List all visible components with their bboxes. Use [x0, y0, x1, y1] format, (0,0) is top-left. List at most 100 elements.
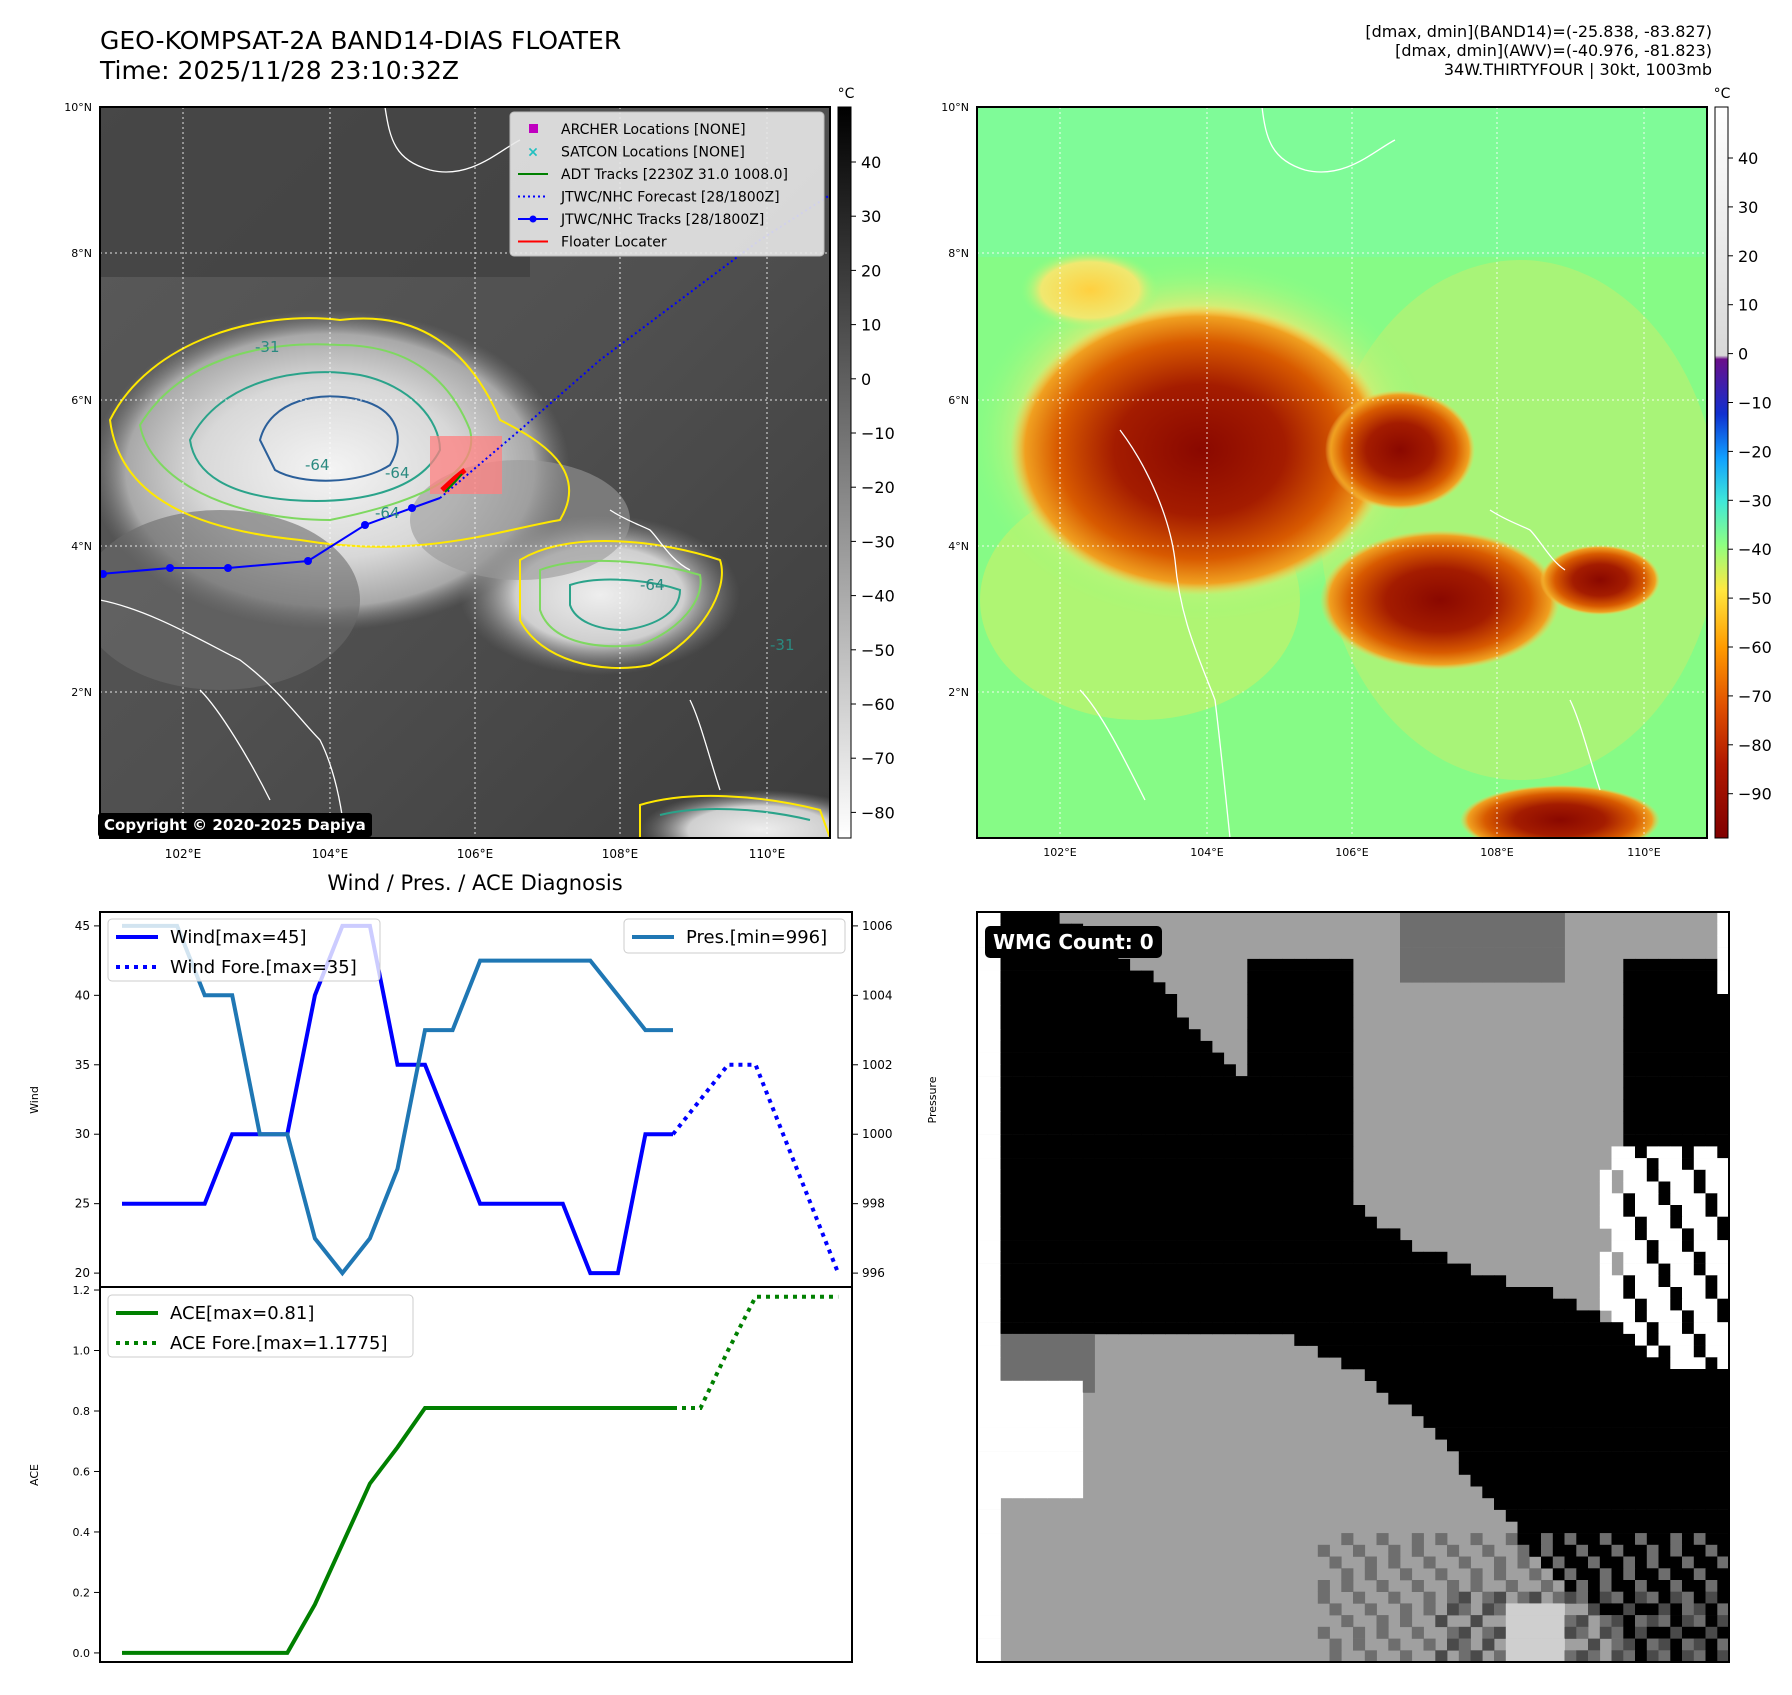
wmg-cell: [1012, 1228, 1025, 1241]
wmg-cell: [1341, 1251, 1354, 1264]
colorbar-tick-label: −80: [861, 803, 895, 822]
wmg-cell: [1717, 982, 1730, 995]
wmg-cell: [1235, 1146, 1248, 1159]
wmg-cell: [1012, 1298, 1025, 1311]
wmg-cell: [1552, 1415, 1565, 1428]
wmg-cell: [1071, 1486, 1084, 1499]
wmg-cell: [1670, 1040, 1683, 1053]
wmg-cell: [1082, 1158, 1095, 1171]
wmg-cell: [1212, 1193, 1225, 1206]
wmg-cell: [988, 1298, 1001, 1311]
wmg-cell: [1447, 947, 1460, 960]
wmg-cell: [1682, 1615, 1695, 1628]
wmg-cell: [1282, 970, 1295, 983]
wmg-cell: [1693, 1486, 1706, 1499]
wmg-cell: [1294, 1216, 1307, 1229]
wmg-cell: [1082, 1345, 1095, 1358]
colorbar-tick-label: −30: [1738, 491, 1772, 510]
wmg-cell: [977, 1580, 990, 1592]
wmg-cell: [1317, 1216, 1330, 1229]
wmg-cell: [1447, 935, 1460, 948]
wmg-cell: [1599, 1357, 1612, 1370]
wmg-cell: [1646, 1017, 1659, 1030]
wmg-cell: [1024, 1064, 1037, 1077]
wmg-cell: [1541, 970, 1554, 983]
wmg-cell: [1012, 1263, 1025, 1276]
wmg-cell: [1635, 1591, 1648, 1604]
wmg-cell: [1012, 1333, 1025, 1346]
wmg-cell: [1423, 1287, 1436, 1299]
wmg-cell: [977, 1380, 990, 1393]
wmg-cell: [1000, 1345, 1013, 1358]
wmg-cell: [1024, 994, 1037, 1006]
wmg-cell: [1106, 1287, 1119, 1299]
wmg-cell: [1106, 958, 1119, 971]
wmg-cell: [1411, 1333, 1424, 1346]
wmg-cell: [1670, 1603, 1683, 1616]
wmg-cell: [1705, 1205, 1718, 1217]
wmg-cell: [1646, 1205, 1659, 1217]
wmg-cell: [1059, 1193, 1072, 1206]
wmg-cell: [1435, 1533, 1448, 1546]
wmg-cell: [1188, 1029, 1201, 1042]
wmg-cell: [1047, 994, 1060, 1006]
wmg-cell: [1646, 1556, 1659, 1569]
wmg-cell: [1705, 1415, 1718, 1428]
wmg-cell: [1012, 1146, 1025, 1159]
wmg-cell: [1564, 1298, 1577, 1311]
wmg-cell: [988, 1122, 1001, 1135]
wmg-cell: [1717, 1052, 1730, 1065]
wmg-cell: [1599, 1474, 1612, 1487]
wmg-cell: [988, 1111, 1001, 1124]
wmg-cell: [1035, 1333, 1048, 1346]
wmg-cell: [1247, 1228, 1260, 1241]
wmg-cell: [1294, 1263, 1307, 1276]
wmg-cell: [1623, 1298, 1636, 1311]
wmg-cell: [1259, 1275, 1272, 1288]
wmg-cell: [1012, 1216, 1025, 1229]
wmg-cell: [1012, 1005, 1025, 1018]
wmg-cell: [1693, 994, 1706, 1006]
wmg-cell: [1317, 1580, 1330, 1592]
wmg-cell: [1106, 1017, 1119, 1030]
wmg-cell: [1447, 923, 1460, 936]
wmg-cell: [1611, 1568, 1624, 1581]
wmg-cell: [1552, 1333, 1565, 1346]
wmg-cell: [1599, 1322, 1612, 1335]
wmg-cell: [1364, 1310, 1377, 1323]
wmg-cell: [1482, 1275, 1495, 1288]
wmg-cell: [1329, 1134, 1342, 1147]
wmg-cell: [1682, 1521, 1695, 1534]
wmg-cell: [1024, 1099, 1037, 1112]
wmg-cell: [1588, 1380, 1601, 1393]
wmg-cell: [1317, 1017, 1330, 1030]
wmg-cell: [1106, 970, 1119, 983]
wmg-cell: [1693, 1099, 1706, 1112]
wmg-cell: [1059, 1205, 1072, 1217]
wmg-cell: [1165, 1017, 1178, 1030]
wmg-cell: [1353, 1322, 1366, 1335]
wmg-cell: [1047, 1005, 1060, 1018]
wmg-cell: [1458, 1427, 1471, 1440]
wmg-cell: [1247, 1216, 1260, 1229]
wmg-cell: [1541, 1474, 1554, 1487]
wmg-cell: [1529, 1404, 1542, 1417]
wmg-cell: [1388, 1556, 1401, 1569]
wmg-cell: [1306, 1146, 1319, 1159]
wmg-cell: [1388, 1345, 1401, 1358]
wmg-cell: [1212, 1251, 1225, 1264]
wmg-cell: [1012, 1287, 1025, 1299]
wmg-cell: [1035, 958, 1048, 971]
wmg-cell: [1012, 1099, 1025, 1112]
wmg-cell: [1670, 1404, 1683, 1417]
wmg-cell: [1165, 1310, 1178, 1323]
wmg-cell: [1129, 1275, 1142, 1288]
wmg-cell: [1611, 1380, 1624, 1393]
wmg-cell: [1341, 1158, 1354, 1171]
wmg-cell: [1188, 1275, 1201, 1288]
wmg-cell: [1059, 1486, 1072, 1499]
wmg-cell: [1047, 1439, 1060, 1452]
wmg-cell: [1000, 982, 1013, 995]
wmg-cell: [977, 1216, 990, 1229]
map-legend-label: ADT Tracks [2230Z 31.0 1008.0]: [561, 167, 788, 183]
